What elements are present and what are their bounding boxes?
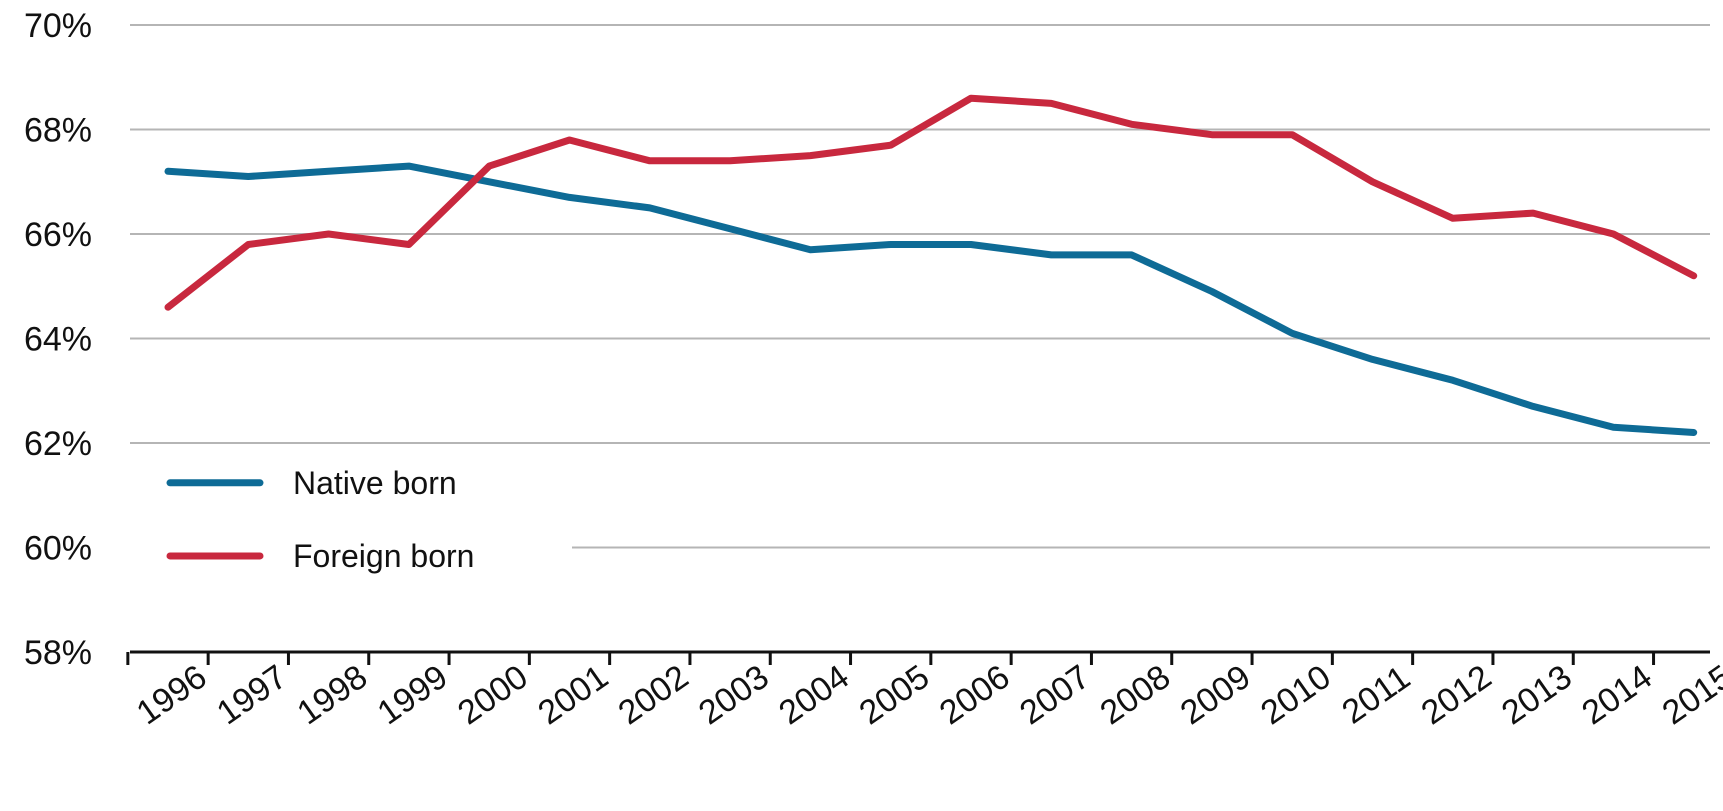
y-tick-label: 58%	[24, 634, 92, 672]
x-tick-label: 2004	[772, 658, 856, 733]
x-tick-label: 2003	[692, 658, 776, 733]
x-tick-label: 1997	[210, 658, 294, 733]
x-tick-label: 2009	[1174, 658, 1258, 733]
x-tick-label: 2008	[1093, 658, 1177, 733]
legend-label-native-born: Native born	[293, 465, 457, 501]
x-tick-label: 2011	[1335, 658, 1417, 731]
x-tick-label: 2006	[933, 658, 1017, 733]
x-tick-label: 2000	[451, 658, 535, 733]
legend-label-foreign-born: Foreign born	[293, 538, 474, 574]
y-tick-label: 60%	[24, 530, 92, 568]
y-axis: 58% 60% 62% 64% 66% 68% 70%	[24, 7, 92, 672]
y-tick-label: 66%	[24, 216, 92, 254]
x-tick-label: 2002	[612, 658, 696, 733]
series-line-foreign-born	[164, 94, 1698, 311]
x-axis: 1996199719981999200020012002200320042005…	[126, 650, 1723, 733]
x-tick-label: 2005	[853, 658, 937, 733]
y-tick-label: 62%	[24, 425, 92, 463]
x-tick-label: 2012	[1415, 658, 1499, 733]
x-tick-label: 1999	[371, 658, 455, 733]
x-tick-label: 1998	[290, 658, 374, 733]
x-tick-label: 2007	[1013, 658, 1097, 733]
y-tick-label: 68%	[24, 112, 92, 150]
x-tick-label: 2013	[1495, 658, 1579, 733]
y-tick-label: 70%	[24, 7, 92, 45]
legend: Native born Foreign born	[166, 465, 474, 574]
x-tick-label: 2010	[1254, 658, 1338, 733]
series-lines	[164, 94, 1698, 436]
y-tick-label: 64%	[24, 321, 92, 359]
x-tick-label: 2001	[531, 658, 615, 733]
series-line-native-born	[164, 162, 1698, 436]
x-tick-label: 1996	[130, 658, 214, 733]
x-tick-label: 2014	[1575, 658, 1659, 733]
x-tick-label: 2015	[1656, 658, 1723, 733]
